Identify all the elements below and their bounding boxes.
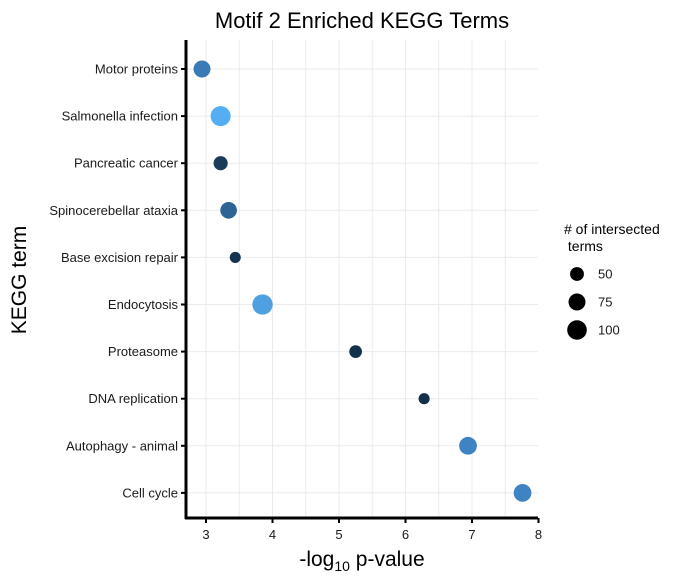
data-point (229, 251, 241, 263)
legend-key (568, 293, 586, 311)
legend-key (570, 267, 584, 281)
legend-label: 50 (598, 267, 612, 282)
data-point (213, 156, 228, 171)
data-point (513, 484, 532, 502)
y-tick-label: Proteasome (108, 344, 178, 359)
y-tick-label: Motor proteins (95, 62, 179, 77)
y-tick-label: Base excision repair (61, 250, 179, 265)
x-tick-label: 6 (402, 527, 409, 542)
x-axis-title: -log10 p-value (299, 548, 424, 574)
y-axis-title: KEGG term (8, 226, 31, 335)
data-point (459, 436, 477, 455)
y-tick-label: Salmonella infection (62, 109, 178, 124)
y-tick-label: Endocytosis (108, 297, 179, 312)
y-tick-label: Cell cycle (122, 485, 178, 500)
legend-label: 75 (598, 295, 612, 310)
data-point (220, 201, 237, 219)
data-point (193, 60, 211, 78)
x-tick-label: 5 (335, 527, 342, 542)
y-tick-label: Pancreatic cancer (74, 156, 179, 171)
legend-key (567, 320, 587, 340)
data-point (252, 294, 273, 315)
grid (186, 40, 538, 518)
x-tick-label: 3 (202, 527, 209, 542)
data-point (210, 106, 231, 127)
y-tick-label: Spinocerebellar ataxia (49, 203, 178, 218)
legend-title-line1: # of intersected (564, 221, 660, 237)
x-tick-label: 4 (269, 527, 276, 542)
x-tick-label: 7 (468, 527, 475, 542)
legend: # of intersected terms 50 75 100 (564, 221, 660, 340)
data-points (193, 60, 532, 502)
data-point (418, 393, 430, 405)
chart-title: Motif 2 Enriched KEGG Terms (215, 8, 509, 33)
y-axis-ticks: Motor proteins Salmonella infection Pancre… (49, 62, 186, 500)
x-axis-ticks: 3 4 5 6 7 8 (202, 518, 542, 542)
legend-label: 100 (598, 323, 620, 338)
y-tick-label: DNA replication (88, 391, 178, 406)
data-point (349, 345, 362, 358)
x-tick-label: 8 (535, 527, 542, 542)
y-tick-label: Autophagy - animal (66, 438, 178, 453)
legend-title-line2: terms (564, 238, 603, 254)
